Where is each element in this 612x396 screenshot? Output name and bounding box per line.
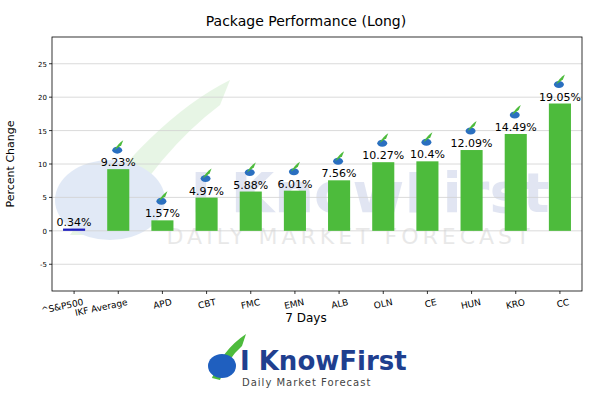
category-label: FMC	[240, 297, 261, 311]
bar	[549, 104, 571, 231]
category-label: CE	[424, 297, 438, 309]
tick-label: 25	[38, 61, 47, 69]
category-label: IKF Average	[74, 297, 129, 318]
category-label: EMN	[283, 297, 305, 311]
icon-leaf	[468, 121, 477, 131]
category-label: CC	[556, 297, 570, 309]
x-tick	[559, 291, 560, 294]
grid-line	[52, 264, 582, 265]
leaf-icon	[245, 163, 256, 177]
logo-globe	[208, 354, 236, 378]
x-tick	[515, 291, 516, 294]
x-tick	[118, 291, 119, 294]
tick-mark	[49, 264, 52, 265]
title: Package Performance (Long)	[206, 13, 406, 29]
icon-leaf	[335, 151, 344, 161]
y-axis-label: Percent Change	[4, 120, 17, 207]
watermark: I KnowFirstDAILY MARKET FORECAST	[55, 80, 549, 249]
chart: I KnowFirstDAILY MARKET FORECAST Package …	[0, 0, 612, 396]
data-label: 7.56%	[322, 167, 357, 180]
leaf-icon	[554, 75, 565, 89]
tick-label: 20	[38, 94, 47, 102]
tick-mark	[49, 197, 52, 198]
bar	[63, 229, 85, 231]
tick-mark	[49, 130, 52, 131]
data-label: 4.97%	[189, 185, 224, 198]
leaf-icon	[112, 140, 123, 154]
icon-leaf	[423, 132, 432, 142]
x-tick	[74, 291, 75, 294]
bar	[461, 150, 483, 231]
grid-line	[52, 230, 582, 231]
leaf-icon	[156, 191, 167, 205]
logo: I KnowFirstDaily Market Forecast	[208, 334, 407, 388]
data-label: 12.09%	[451, 137, 493, 150]
grid-line	[52, 97, 582, 98]
leaf-icon	[421, 132, 432, 146]
category-label: ALB	[330, 297, 349, 310]
bar	[416, 161, 438, 231]
watermark-globe	[55, 160, 165, 240]
tick-label: -5	[40, 261, 47, 269]
leaf-icon	[377, 133, 388, 147]
leaf-icon	[289, 162, 300, 176]
tick-mark	[49, 230, 52, 231]
tick-label: 0	[43, 228, 47, 236]
x-tick	[471, 291, 472, 294]
bar	[107, 169, 129, 231]
leaf-icon	[333, 151, 344, 165]
icon-leaf	[114, 140, 123, 150]
plot-frame	[52, 37, 582, 291]
icon-leaf	[247, 163, 256, 173]
logo-tagline: Daily Market Forecast	[242, 377, 371, 388]
grid-line	[52, 197, 582, 198]
tick-mark	[49, 97, 52, 98]
tick-mark	[49, 164, 52, 165]
data-label: 0.34%	[57, 216, 92, 229]
icon-leaf	[203, 169, 212, 179]
data-label: 10.4%	[410, 148, 445, 161]
x-tick	[294, 291, 295, 294]
bar	[505, 134, 527, 231]
icon-leaf	[512, 105, 521, 115]
x-tick	[383, 291, 384, 294]
leaf-icon	[201, 169, 212, 183]
bar	[151, 220, 173, 230]
category-label: HUN	[460, 297, 482, 311]
data-label: 6.01%	[277, 178, 312, 191]
bar	[372, 162, 394, 231]
data-label: 14.49%	[495, 121, 537, 134]
bar	[284, 191, 306, 231]
data-label: 5.88%	[233, 179, 268, 192]
tick-label: 10	[38, 161, 47, 169]
x-tick	[427, 291, 428, 294]
category-label: KRO	[505, 297, 526, 311]
category-label: OLN	[373, 297, 394, 311]
x-tick	[206, 291, 207, 294]
tick-label: 15	[38, 128, 47, 136]
tick-label: 5	[43, 194, 47, 202]
icon-leaf	[556, 75, 565, 85]
data-label: 9.23%	[101, 156, 136, 169]
data-label: 10.27%	[362, 149, 404, 162]
bar	[196, 198, 218, 231]
x-tick	[250, 291, 251, 294]
bar	[240, 192, 262, 231]
leaf-icon	[510, 105, 521, 119]
grid-line	[52, 63, 582, 64]
icon-leaf	[379, 133, 388, 143]
data-label: 1.57%	[145, 207, 180, 220]
icon-leaf	[158, 191, 167, 201]
icon-leaf	[291, 162, 300, 172]
x-tick	[339, 291, 340, 294]
bar	[328, 180, 350, 231]
category-label: APD	[152, 297, 172, 311]
category-label: CBT	[197, 297, 217, 311]
data-label: 19.05%	[539, 91, 581, 104]
x-axis-label: 7 Days	[285, 311, 326, 325]
tick-mark	[49, 63, 52, 64]
leaf-icon	[466, 121, 477, 135]
x-tick	[162, 291, 163, 294]
logo-brand: I KnowFirst	[240, 346, 407, 376]
